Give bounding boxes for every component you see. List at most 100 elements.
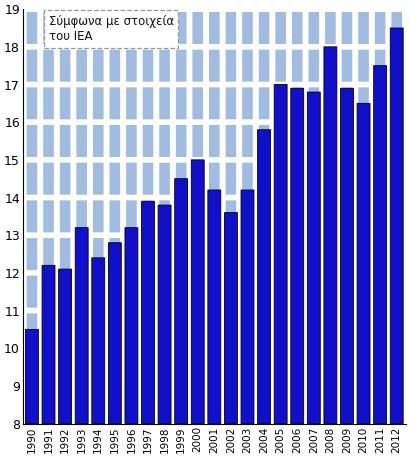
Bar	[308, 125, 318, 157]
Bar	[43, 163, 54, 195]
Bar	[225, 314, 236, 345]
Bar	[209, 12, 219, 44]
Bar	[93, 200, 103, 232]
Bar	[175, 50, 186, 82]
Bar	[142, 200, 153, 232]
Bar	[308, 163, 318, 195]
Bar	[109, 87, 120, 119]
Bar	[258, 314, 269, 345]
Bar	[58, 269, 72, 424]
Bar	[175, 87, 186, 119]
Bar	[27, 12, 37, 44]
Bar	[109, 276, 120, 308]
Bar	[391, 163, 401, 195]
Bar	[275, 389, 285, 421]
Bar	[159, 163, 169, 195]
Bar	[159, 351, 169, 383]
Bar	[224, 213, 237, 424]
Bar	[93, 389, 103, 421]
Bar	[357, 163, 368, 195]
Bar	[126, 125, 136, 157]
Bar	[290, 88, 303, 424]
Bar	[341, 314, 351, 345]
Bar	[242, 276, 252, 308]
Bar	[308, 276, 318, 308]
Bar	[258, 351, 269, 383]
Bar	[126, 351, 136, 383]
Bar	[142, 314, 153, 345]
Bar	[374, 276, 384, 308]
Bar	[291, 163, 302, 195]
Bar	[225, 125, 236, 157]
Bar	[175, 389, 186, 421]
Bar	[391, 125, 401, 157]
Bar	[209, 314, 219, 345]
Bar	[43, 12, 54, 44]
Bar	[159, 314, 169, 345]
Bar	[207, 190, 220, 424]
Bar	[174, 179, 187, 424]
Bar	[225, 200, 236, 232]
Bar	[291, 125, 302, 157]
Bar	[93, 163, 103, 195]
Bar	[175, 276, 186, 308]
Bar	[225, 50, 236, 82]
Bar	[357, 351, 368, 383]
Bar	[43, 389, 54, 421]
Bar	[275, 276, 285, 308]
Bar	[242, 12, 252, 44]
Bar	[27, 125, 37, 157]
Bar	[43, 200, 54, 232]
Bar	[374, 50, 384, 82]
Bar	[191, 160, 204, 424]
Bar	[242, 200, 252, 232]
Bar	[126, 389, 136, 421]
Bar	[60, 200, 70, 232]
Bar	[192, 87, 202, 119]
Bar	[275, 87, 285, 119]
Bar	[291, 12, 302, 44]
Bar	[60, 389, 70, 421]
Bar	[92, 258, 104, 424]
Bar	[225, 389, 236, 421]
Bar	[341, 351, 351, 383]
Bar	[242, 125, 252, 157]
Bar	[324, 50, 335, 82]
Bar	[258, 276, 269, 308]
Bar	[341, 389, 351, 421]
Bar	[308, 12, 318, 44]
Bar	[76, 238, 87, 270]
Bar	[76, 200, 87, 232]
Bar	[60, 351, 70, 383]
Bar	[159, 50, 169, 82]
Bar	[159, 200, 169, 232]
Bar	[324, 200, 335, 232]
Bar	[126, 200, 136, 232]
Bar	[93, 50, 103, 82]
Bar	[225, 351, 236, 383]
Bar	[109, 200, 120, 232]
Bar	[391, 238, 401, 270]
Bar	[192, 238, 202, 270]
Bar	[258, 125, 269, 157]
Bar	[291, 276, 302, 308]
Bar	[357, 12, 368, 44]
Bar	[60, 50, 70, 82]
Bar	[291, 351, 302, 383]
Bar	[209, 50, 219, 82]
Bar	[391, 87, 401, 119]
Bar	[142, 276, 153, 308]
Bar	[357, 50, 368, 82]
Bar	[60, 87, 70, 119]
Bar	[76, 50, 87, 82]
Bar	[275, 50, 285, 82]
Bar	[142, 351, 153, 383]
Bar	[340, 88, 353, 424]
Bar	[175, 200, 186, 232]
Bar	[242, 50, 252, 82]
Bar	[142, 87, 153, 119]
Bar	[109, 351, 120, 383]
Bar	[391, 314, 401, 345]
Bar	[126, 50, 136, 82]
Bar	[291, 314, 302, 345]
